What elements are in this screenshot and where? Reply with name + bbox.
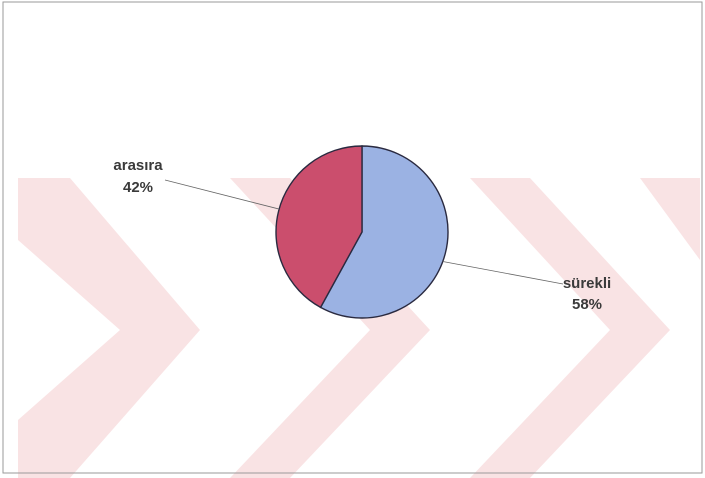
watermark-shape-3 <box>640 178 700 260</box>
pie-slice-1 <box>275 145 363 309</box>
slice-value-label-surekli: 58% <box>572 296 602 313</box>
leader-line-0 <box>442 261 564 285</box>
slice-value-label-arasira: 42% <box>123 179 153 196</box>
pie-slice-0 <box>319 145 449 319</box>
watermark-shape-2 <box>470 178 670 478</box>
slice-label-surekli: sürekli <box>563 275 611 292</box>
slice-label-arasira: arasıra <box>113 157 163 174</box>
leader-line-1 <box>164 179 280 210</box>
watermark-shape-0 <box>18 178 200 478</box>
